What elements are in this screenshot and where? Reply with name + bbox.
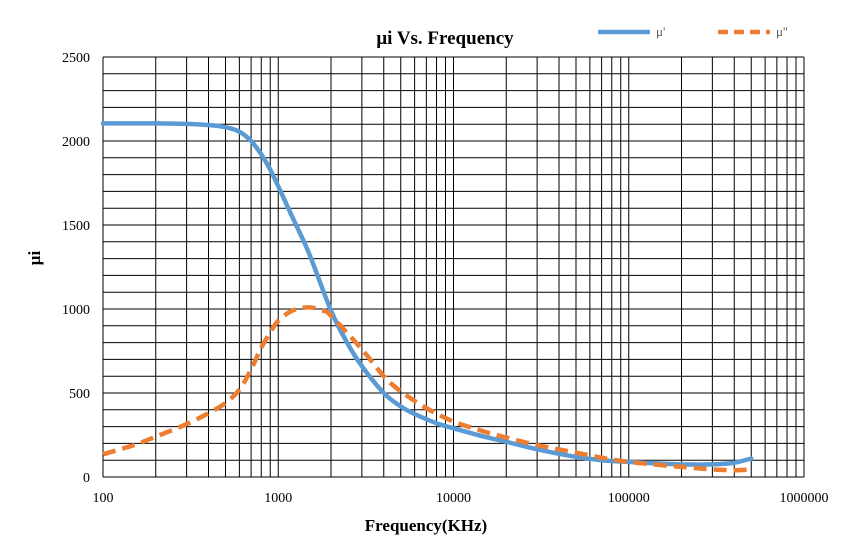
y-tick-label: 1000 [62,303,90,318]
y-tick-label: 0 [83,471,90,486]
chart-title: μi Vs. Frequency [376,28,514,49]
y-tick-label: 1500 [62,219,90,234]
x-tick-label: 100000 [608,491,650,506]
x-tick-label: 1000 [264,491,292,506]
x-tick-label: 1000000 [780,491,829,506]
x-tick-label: 100 [93,491,114,506]
y-tick-label: 2500 [62,51,90,66]
series-line-2 [102,305,752,473]
legend-label-1: μ' [656,24,665,39]
tick-labels: 100 1000 10000 100000 1000000 0 500 1000 1500 200… [62,51,829,506]
grid [102,56,805,478]
y-tick-label: 500 [69,387,90,402]
y-axis-label: μi [25,251,44,266]
y-tick-label: 2000 [62,135,90,150]
legend-label-2: μ'' [776,24,788,39]
series-line-1 [100,121,754,467]
series-lines [100,121,754,473]
legend: μ' μ'' [598,24,788,39]
x-axis-label: Frequency(KHz) [365,516,487,535]
x-tick-label: 10000 [436,491,471,506]
